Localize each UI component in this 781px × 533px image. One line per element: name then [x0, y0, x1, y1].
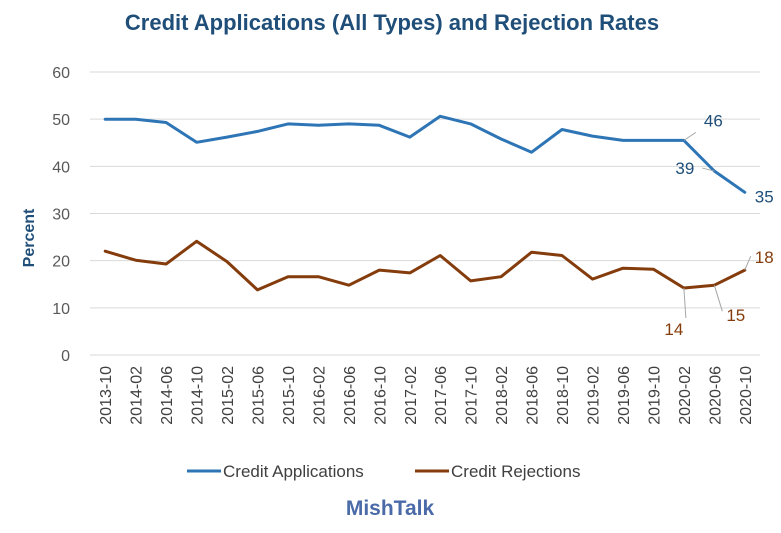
data-label-leader [683, 287, 687, 319]
data-labels: 46 39 35 14 15 18 [664, 111, 773, 339]
gridlines [90, 71, 760, 356]
y-tick-label: 0 [61, 348, 70, 365]
y-tick-label: 10 [52, 301, 70, 318]
data-label: 46 [704, 111, 723, 130]
chart-title: Credit Applications (All Types) and Reje… [125, 10, 659, 35]
data-label: 18 [755, 248, 774, 267]
y-axis-label: Percent [21, 208, 38, 267]
data-label: 35 [755, 187, 774, 206]
mishtalk-watermark: MishTalk [346, 497, 435, 520]
series-line-credit-rejections [103, 239, 747, 292]
data-label: 39 [675, 159, 694, 178]
y-tick-label: 20 [52, 254, 70, 271]
data-label-leader [713, 285, 723, 312]
x-tick-label: 2019-10 [646, 366, 663, 425]
y-tick-label: 30 [52, 207, 70, 224]
data-label: 14 [664, 320, 683, 339]
x-tick-label: 2014-10 [190, 366, 207, 425]
x-tick-label: 2015-06 [251, 366, 268, 425]
series-line-credit-applications [103, 114, 747, 194]
x-tick-label: 2019-06 [616, 366, 633, 425]
x-tick-label: 2015-10 [281, 366, 298, 425]
x-axis-ticks: 2013-10 2014-02 2014-06 2014-10 2015-02 2015-… [98, 366, 755, 425]
data-label-leader [702, 167, 715, 172]
series-lines [103, 114, 747, 292]
y-tick-label: 40 [52, 159, 70, 176]
x-tick-label: 2017-10 [464, 366, 481, 425]
data-label: 15 [726, 306, 745, 325]
legend-label: Credit Applications [223, 462, 364, 481]
x-tick-label: 2020-10 [738, 366, 755, 425]
y-axis-ticks: 0 10 20 30 40 50 60 [52, 65, 70, 365]
x-tick-label: 2016-02 [311, 366, 328, 425]
x-tick-label: 2013-10 [98, 366, 115, 425]
x-tick-label: 2020-02 [677, 366, 694, 425]
legend: Credit Applications Credit Rejections [187, 462, 580, 481]
x-tick-label: 2018-06 [525, 366, 542, 425]
x-tick-label: 2018-10 [555, 366, 572, 425]
x-tick-label: 2014-02 [129, 366, 146, 425]
x-tick-label: 2017-06 [433, 366, 450, 425]
x-tick-label: 2017-02 [403, 366, 420, 425]
x-tick-label: 2020-06 [707, 366, 724, 425]
x-tick-label: 2014-06 [159, 366, 176, 425]
x-tick-label: 2016-10 [372, 366, 389, 425]
legend-label: Credit Rejections [451, 462, 580, 481]
data-label-leader [744, 255, 752, 271]
x-tick-label: 2019-02 [586, 366, 603, 425]
x-tick-label: 2015-02 [220, 366, 237, 425]
y-tick-label: 60 [52, 65, 70, 82]
y-tick-label: 50 [52, 112, 70, 129]
data-label-leader [683, 131, 697, 141]
x-tick-label: 2018-02 [494, 366, 511, 425]
x-tick-label: 2016-06 [342, 366, 359, 425]
